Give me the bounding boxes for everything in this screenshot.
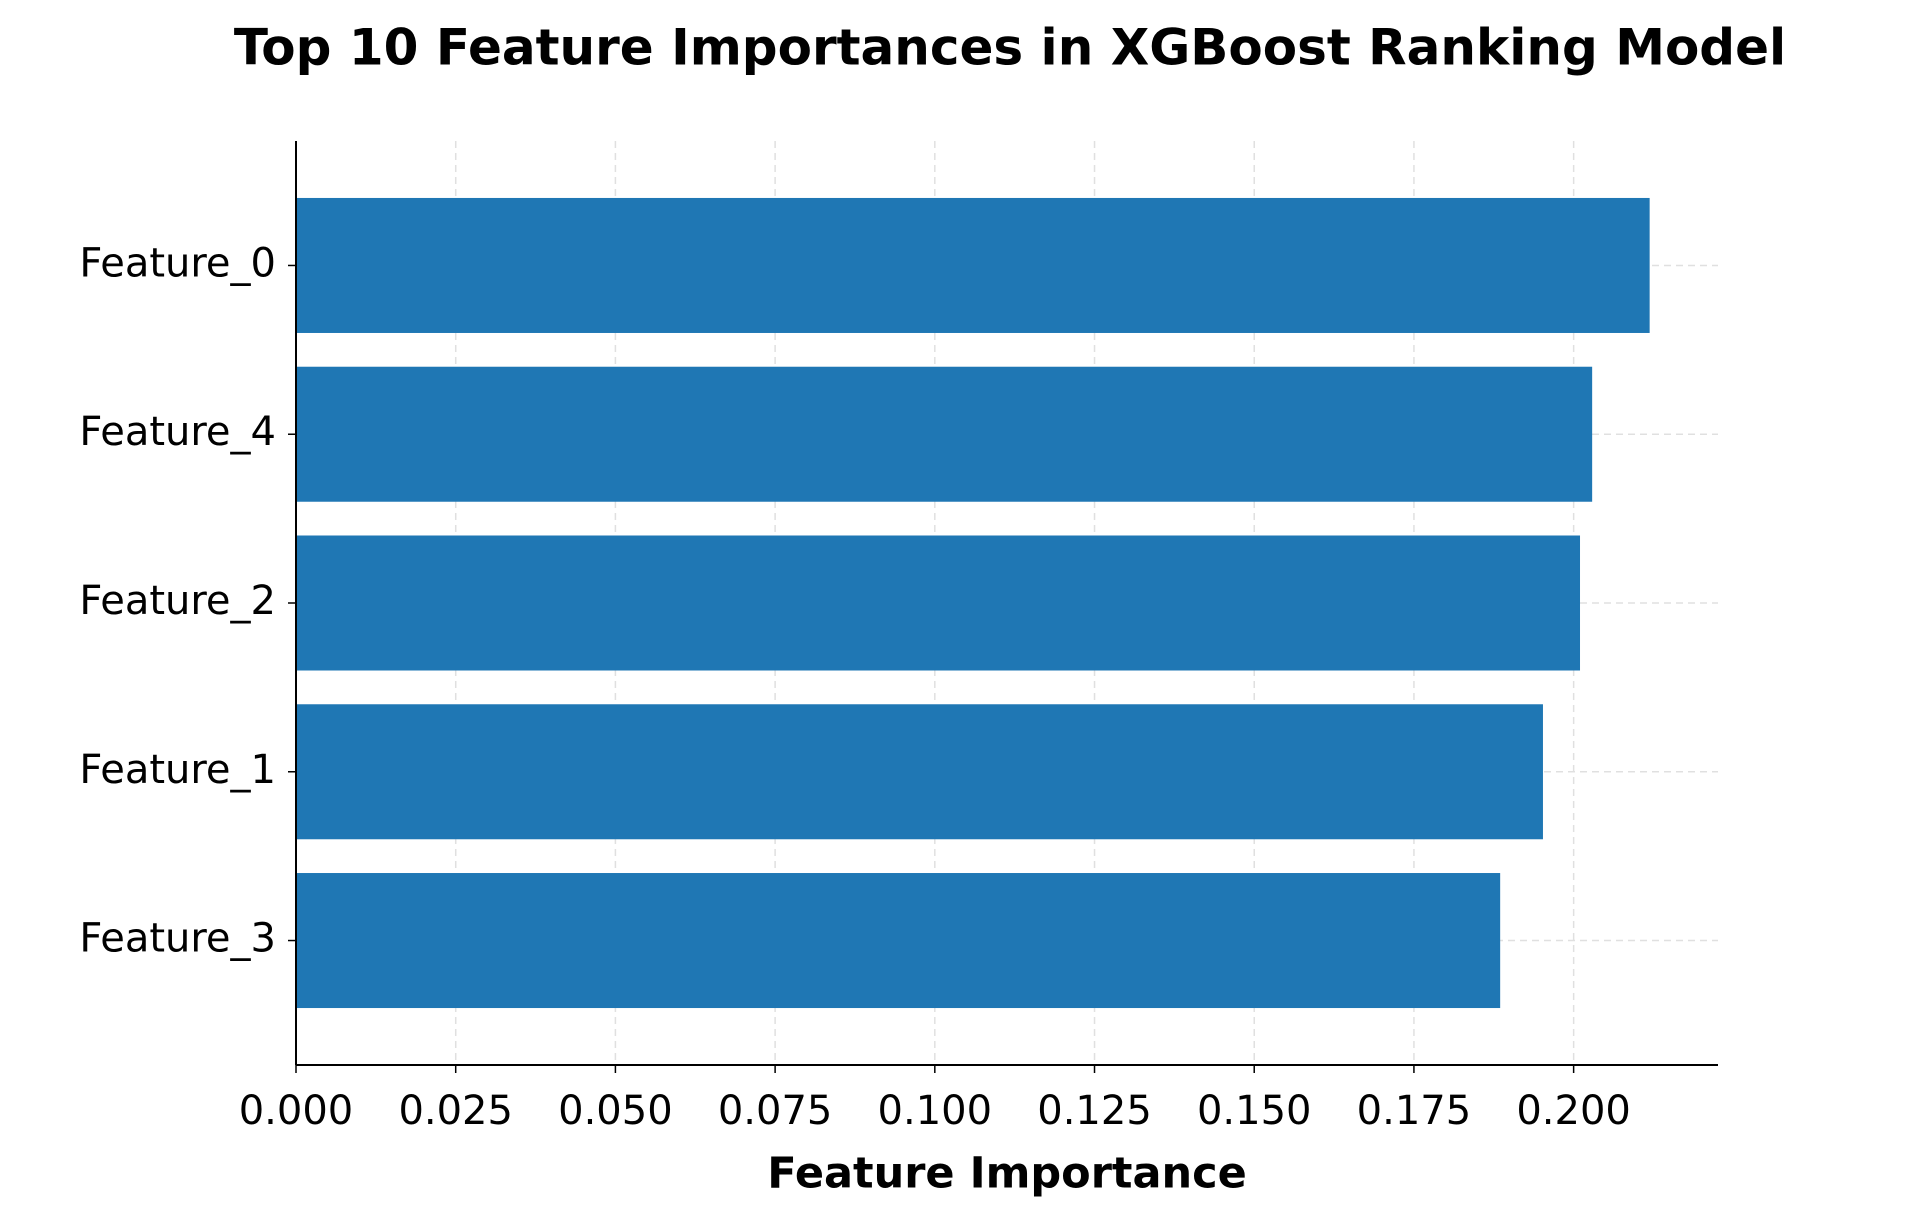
x-tick-label: 0.050 [558,1088,673,1134]
bar [296,873,1501,1009]
x-tick-label: 0.000 [239,1088,354,1134]
x-tick-label: 0.100 [878,1088,993,1134]
x-tick-label: 0.150 [1197,1088,1312,1134]
x-tick-label: 0.200 [1516,1088,1631,1134]
x-tick-label: 0.075 [718,1088,833,1134]
y-tick-label: Feature_1 [79,747,276,793]
x-tick-label: 0.025 [398,1088,513,1134]
y-tick-label: Feature_0 [79,240,276,286]
y-tick-label: Feature_3 [79,916,276,962]
x-tick-label: 0.175 [1357,1088,1472,1134]
y-tick-label: Feature_2 [79,578,276,624]
bar [296,197,1650,333]
bar [296,535,1581,671]
y-tick-label: Feature_4 [79,409,276,455]
x-axis-label: Feature Importance [767,1149,1247,1199]
bar [296,366,1593,502]
bar [296,704,1543,840]
x-tick-label: 0.125 [1037,1088,1152,1134]
chart-title: Top 10 Feature Importances in XGBoost Ra… [234,19,1786,77]
